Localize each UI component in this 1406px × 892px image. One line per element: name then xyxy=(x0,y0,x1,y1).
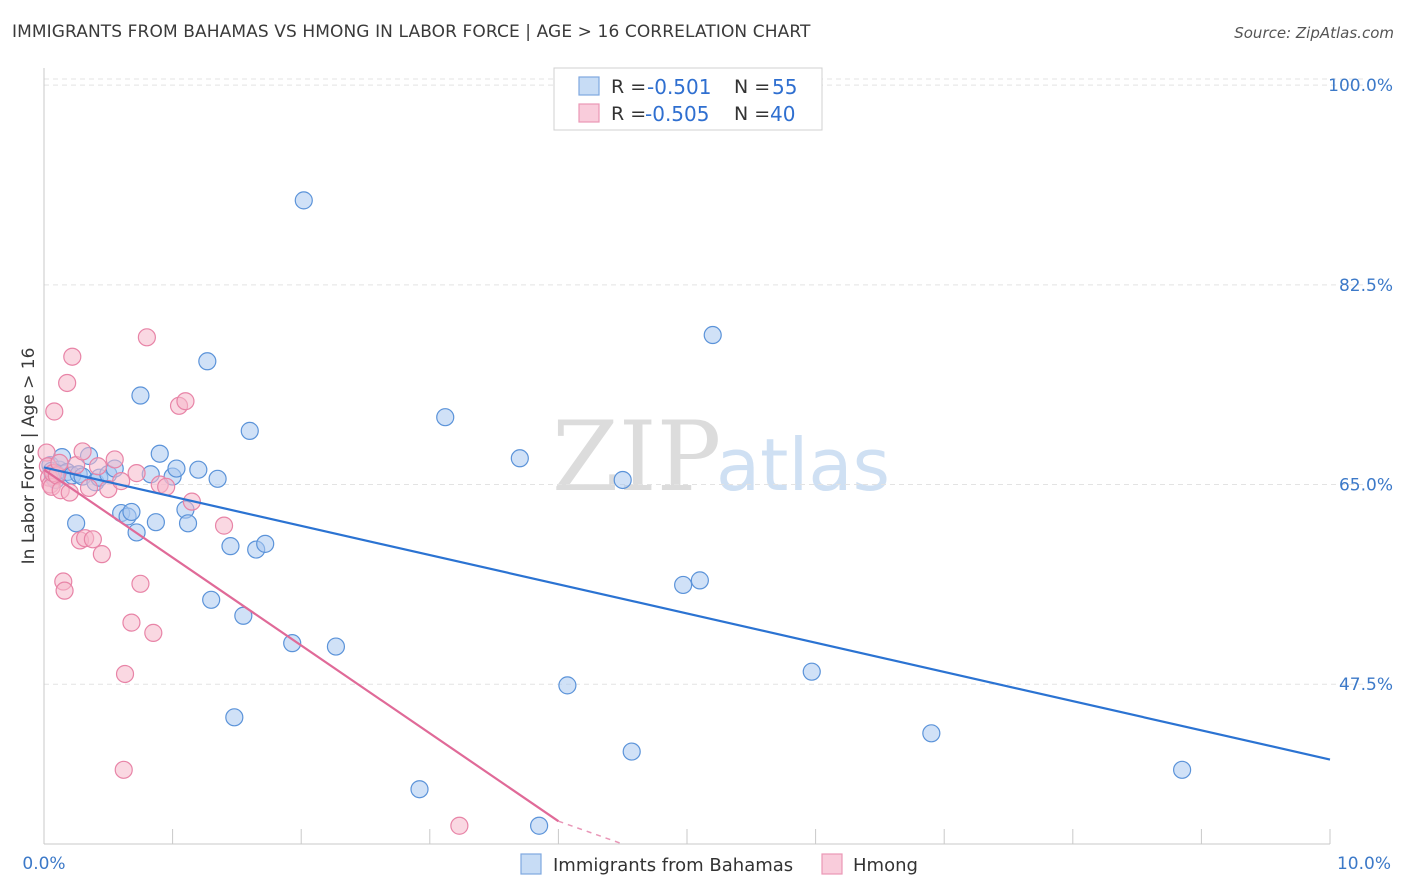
data-point-bahamas xyxy=(703,325,722,345)
data-point-bahamas xyxy=(613,470,632,490)
data-point-bahamas xyxy=(150,444,169,463)
grid xyxy=(44,78,1366,685)
data-point-bahamas xyxy=(436,408,455,427)
data-point-hmong xyxy=(105,450,124,469)
series-hmong-points xyxy=(37,328,469,835)
data-point-hmong xyxy=(131,574,150,593)
data-point-hmong xyxy=(45,402,64,421)
data-point-bahamas xyxy=(922,724,941,743)
legend-r-value-hmong: -0.505 xyxy=(645,102,709,126)
data-point-bahamas xyxy=(622,742,641,761)
data-point-bahamas xyxy=(178,514,198,533)
legend-r-value-bahamas: -0.501 xyxy=(647,75,711,99)
data-point-bahamas xyxy=(1173,760,1192,779)
data-point-bahamas xyxy=(802,662,821,681)
data-point-hmong xyxy=(55,581,74,600)
data-point-bahamas xyxy=(256,534,275,553)
legend-n-value-hmong: 40 xyxy=(770,102,795,126)
x-axis-ticks xyxy=(43,829,1331,844)
bottom-legend-label-bahamas: Immigrants from Bahamas xyxy=(553,855,793,876)
data-point-bahamas xyxy=(558,676,577,695)
data-point-bahamas xyxy=(240,421,259,440)
data-point-bahamas xyxy=(167,459,186,478)
data-point-bahamas xyxy=(208,469,227,488)
data-point-bahamas xyxy=(189,460,208,479)
series-bahamas-points xyxy=(41,191,1192,835)
bottom-legend-swatch-hmong xyxy=(821,853,843,875)
source-note: Source: ZipAtlas.com xyxy=(1234,24,1394,42)
bottom-legend: Immigrants from Bahamas Hmong xyxy=(520,853,918,876)
data-point-bahamas xyxy=(510,449,529,468)
data-point-hmong xyxy=(58,373,77,393)
bottom-legend-label-hmong: Hmong xyxy=(853,855,918,876)
y-tick-label: 82.5% xyxy=(1339,276,1393,296)
x-tick-label-max: 10.0% xyxy=(1337,854,1391,874)
data-point-bahamas xyxy=(283,634,302,653)
watermark-atlas: atlas xyxy=(716,423,890,507)
watermark-zip: ZIP xyxy=(552,401,721,513)
data-point-hmong xyxy=(127,464,146,483)
data-point-bahamas xyxy=(202,590,221,609)
legend-r-label-bahamas: R = xyxy=(611,76,646,98)
data-point-bahamas xyxy=(674,575,693,595)
data-point-bahamas xyxy=(225,708,244,727)
data-point-bahamas xyxy=(122,502,141,522)
data-point-hmong xyxy=(144,623,163,642)
data-point-bahamas xyxy=(67,514,86,533)
trend-line-hmong xyxy=(43,468,560,823)
legend-n-value-bahamas: 55 xyxy=(772,75,797,99)
legend-swatch-hmong xyxy=(578,103,600,123)
data-point-bahamas xyxy=(131,386,150,405)
data-point-bahamas xyxy=(198,352,217,371)
y-tick-labels: 100.0% 82.5% 65.0% 47.5% xyxy=(1328,76,1393,695)
x-tick-label-min: 0.0% xyxy=(22,854,65,874)
data-point-hmong xyxy=(114,760,133,779)
trend-line-hmong-extension xyxy=(558,820,623,845)
trend-lines xyxy=(43,466,1331,845)
watermark: ZIP atlas xyxy=(552,401,890,513)
data-point-bahamas xyxy=(234,606,253,625)
data-point-bahamas xyxy=(530,816,549,835)
data-point-hmong xyxy=(88,457,108,476)
bottom-legend-swatch-bahamas xyxy=(520,853,542,875)
data-point-bahamas xyxy=(410,780,429,799)
legend-n-label-hmong: N = xyxy=(734,103,770,125)
legend: R = -0.501 N = 55 R = -0.505 N = 40 xyxy=(553,67,823,131)
data-point-hmong xyxy=(63,347,82,366)
data-point-hmong xyxy=(79,478,99,498)
data-point-hmong xyxy=(176,392,195,411)
trend-line-bahamas xyxy=(43,466,1331,761)
data-point-bahamas xyxy=(294,191,313,210)
data-point-hmong xyxy=(214,516,234,535)
data-point-hmong xyxy=(92,545,111,564)
data-point-hmong xyxy=(73,442,92,461)
y-tick-label: 65.0% xyxy=(1339,476,1393,496)
data-point-hmong xyxy=(115,664,135,684)
data-point-bahamas xyxy=(326,637,346,656)
data-point-hmong xyxy=(99,479,118,499)
legend-n-label-bahamas: N = xyxy=(734,76,770,98)
data-point-bahamas xyxy=(146,513,165,532)
chart-title: IMMIGRANTS FROM BAHAMAS VS HMONG IN LABO… xyxy=(12,22,811,42)
legend-r-label-hmong: R = xyxy=(611,103,646,125)
legend-swatch-bahamas xyxy=(578,76,600,96)
data-point-bahamas xyxy=(690,571,709,590)
data-point-hmong xyxy=(122,613,141,632)
y-tick-label: 100.0% xyxy=(1328,76,1393,96)
data-point-hmong xyxy=(83,530,102,549)
y-tick-label: 47.5% xyxy=(1339,675,1393,695)
data-point-hmong xyxy=(450,816,469,835)
data-point-bahamas xyxy=(221,537,240,556)
data-point-hmong xyxy=(137,328,156,347)
y-axis-label: In Labor Force | Age > 16 xyxy=(19,348,39,565)
